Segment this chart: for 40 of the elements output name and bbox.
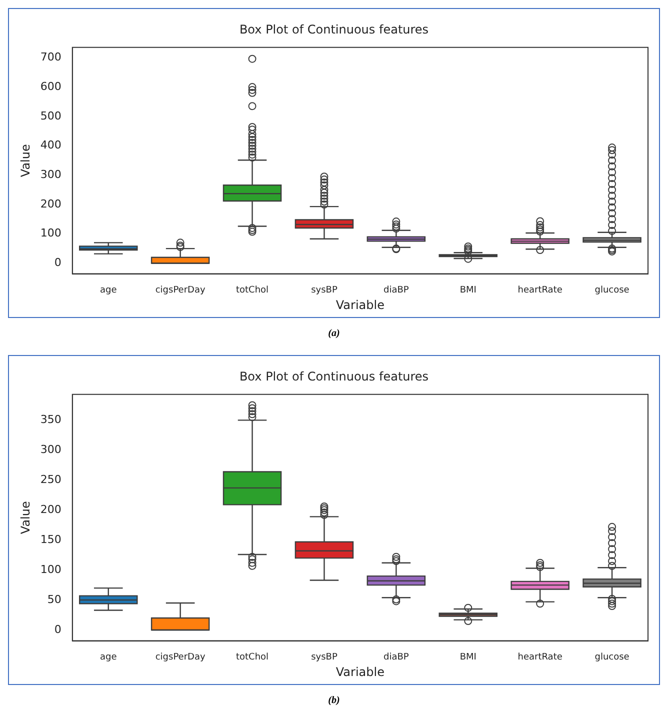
x-tick-label: BMI	[460, 652, 476, 663]
x-tick-label: age	[100, 286, 118, 296]
text: (a)	[327, 328, 341, 339]
text: (b)	[327, 695, 341, 706]
y-tick-label: 50	[47, 592, 62, 606]
y-tick-label: 250	[40, 472, 62, 486]
x-tick-label: cigsPerDay	[155, 652, 206, 663]
x-tick-label: glucose	[594, 652, 630, 663]
x-tick-label: heartRate	[518, 286, 563, 296]
y-tick-label: 200	[40, 197, 62, 210]
x-tick-label: cigsPerDay	[155, 286, 206, 296]
x-tick-label: totChol	[236, 286, 269, 296]
x-tick-label: age	[100, 652, 118, 663]
y-axis-title: Value	[18, 144, 32, 178]
y-tick-label: 300	[40, 443, 62, 456]
x-tick-label: BMI	[460, 286, 476, 296]
y-tick-label: 100	[40, 562, 62, 576]
y-tick-label: 700	[40, 50, 62, 64]
x-tick-label: heartRate	[518, 652, 563, 663]
x-axis-title: Variable	[336, 298, 384, 312]
y-tick-label: 100	[40, 226, 62, 240]
y-tick-label: 200	[40, 502, 62, 516]
y-axis-title: Value	[18, 501, 32, 534]
y-tick-label: 500	[40, 109, 62, 122]
x-tick-label: totChol	[236, 652, 269, 663]
y-tick-label: 600	[40, 80, 62, 93]
x-tick-label: glucose	[594, 286, 630, 296]
chart-title: Box Plot of Continuous features	[239, 22, 429, 36]
chart-title: Box Plot of Continuous features	[239, 369, 429, 384]
y-tick-label: 350	[40, 413, 62, 426]
x-tick-label: sysBP	[311, 652, 338, 663]
x-tick-label: diaBP	[384, 286, 410, 296]
y-tick-label: 400	[40, 138, 62, 152]
y-tick-label: 300	[40, 168, 62, 181]
y-tick-label: 0	[54, 256, 62, 270]
x-tick-label: sysBP	[311, 286, 338, 296]
x-tick-label: diaBP	[384, 652, 410, 663]
y-tick-label: 150	[40, 532, 62, 546]
y-tick-label: 0	[54, 622, 62, 636]
x-axis-title: Variable	[336, 664, 384, 679]
